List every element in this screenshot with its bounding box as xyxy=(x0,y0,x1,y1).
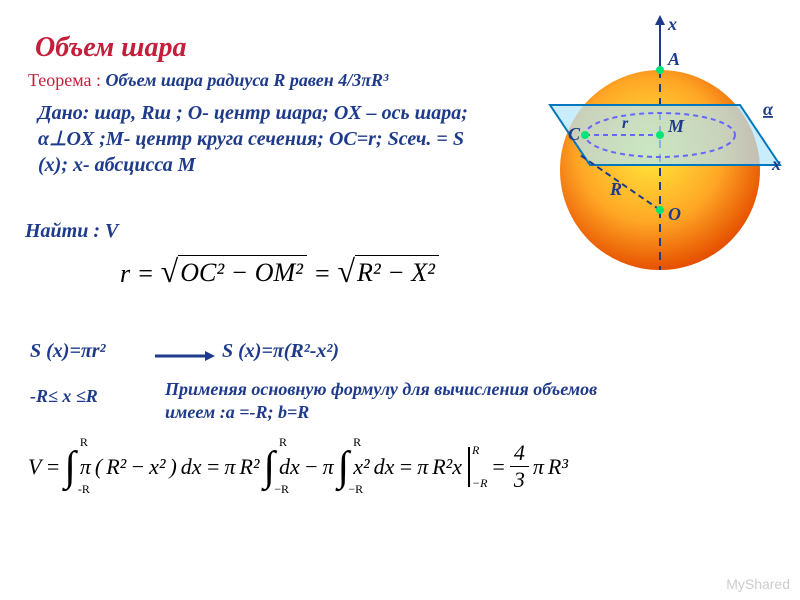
watermark: MyShared xyxy=(726,576,790,592)
formula-eq: = xyxy=(313,259,337,288)
int-lparen: ( xyxy=(95,454,102,480)
arrow-icon xyxy=(155,348,215,364)
int-pi1: π xyxy=(80,454,91,480)
frac-num: 4 xyxy=(510,440,529,467)
int-minus-2: − xyxy=(304,454,319,480)
int-R3: R³ xyxy=(548,454,568,480)
sqrt-symbol: √ xyxy=(161,253,179,290)
label-C: C xyxy=(568,124,581,144)
sphere-diagram: x A α C M r R O x xyxy=(510,10,790,290)
int-V: V xyxy=(28,454,41,480)
int-upper-3: R xyxy=(353,435,361,450)
theorem-label: Теорема : xyxy=(28,70,106,90)
int-minus-1: − xyxy=(130,454,145,480)
label-r: r xyxy=(622,115,629,132)
sqrt-symbol-2: √ xyxy=(337,253,355,290)
given-block: Дано: шар, Rш ; O- центр шара; OX – ось … xyxy=(38,100,468,178)
formula-lhs: r = xyxy=(120,259,161,288)
int-dx-3: dx xyxy=(374,454,395,480)
find-label: Найти : V xyxy=(25,220,118,243)
int-Rx: R²x xyxy=(432,454,462,480)
int-pi2: π xyxy=(224,454,235,480)
int-x2-1: x² xyxy=(149,454,165,480)
applying-text: Применяя основную формулу для вычисления… xyxy=(165,378,615,425)
label-R: R xyxy=(609,179,622,199)
theorem-text: Объем шара радиуса R равен 4/3πR³ xyxy=(106,70,389,90)
sqrt-2: √ R² − X² xyxy=(337,253,438,290)
frac-den: 3 xyxy=(510,467,529,493)
label-O: O xyxy=(668,204,681,224)
int-upper-2: R xyxy=(279,435,287,450)
int-eq2: = xyxy=(206,454,221,480)
sx-formula-1: S (x)=πr² xyxy=(30,340,106,363)
sqrt-content-1: OC² − OM² xyxy=(178,255,307,288)
integral-symbol-1: ∫R-R xyxy=(64,443,76,491)
label-x-right: x xyxy=(771,154,781,174)
page-title: Объем шара xyxy=(35,32,186,64)
int-R2-1: R² xyxy=(106,454,126,480)
label-M: M xyxy=(667,116,685,136)
int-dx-1: dx xyxy=(181,454,202,480)
sqrt-content-2: R² − X² xyxy=(355,255,439,288)
fraction: 4 3 xyxy=(510,440,529,493)
int-pi5: π xyxy=(533,454,544,480)
int-eq4: = xyxy=(491,454,506,480)
integral-symbol-2: ∫R−R xyxy=(264,443,276,491)
int-lower-1: -R xyxy=(78,482,90,497)
integral-formula: V = ∫R-R π (R² − x²) dx = πR² ∫R−R dx − … xyxy=(28,440,568,493)
eval-bar: R−R xyxy=(468,447,470,487)
int-R2-2: R² xyxy=(239,454,259,480)
int-eq1: = xyxy=(45,454,60,480)
int-pi4: π xyxy=(417,454,428,480)
label-A: A xyxy=(667,49,680,69)
bar-lower: −R xyxy=(472,476,487,491)
integral-symbol-3: ∫R−R xyxy=(338,443,350,491)
int-dx-2: dx xyxy=(279,454,300,480)
int-rparen: ) xyxy=(169,454,176,480)
int-pi3: π xyxy=(323,454,334,480)
theorem-line: Теорема : Объем шара радиуса R равен 4/3… xyxy=(28,70,388,91)
label-alpha: α xyxy=(763,99,774,119)
range-text: -R≤ x ≤R xyxy=(30,386,98,407)
sx-formula-2: S (x)=π(R²-x²) xyxy=(222,340,339,363)
bar-upper: R xyxy=(472,443,479,458)
int-lower-3: −R xyxy=(348,482,363,497)
int-eq3: = xyxy=(398,454,413,480)
int-upper-1: R xyxy=(80,435,88,450)
formula-r: r = √ OC² − OM² = √ R² − X² xyxy=(120,253,439,290)
label-x-top: x xyxy=(667,14,677,34)
int-lower-2: −R xyxy=(274,482,289,497)
int-x2-2: x² xyxy=(353,454,369,480)
sqrt-1: √ OC² − OM² xyxy=(161,253,307,290)
